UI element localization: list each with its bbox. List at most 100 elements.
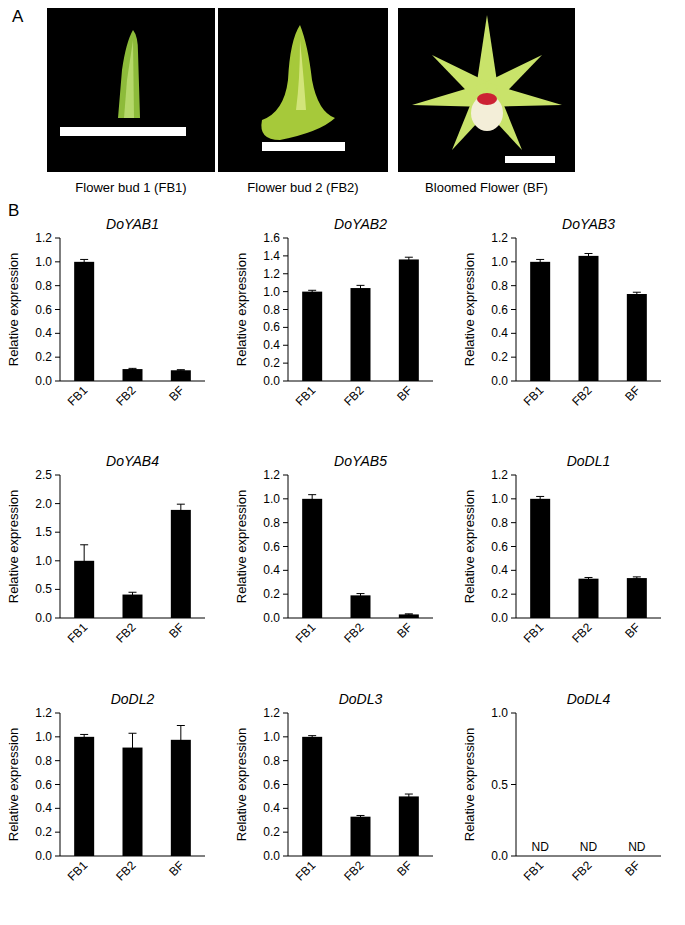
photo-caption: Flower bud 1 (FB1)	[75, 180, 186, 195]
y-tick	[511, 333, 516, 334]
error-bar	[177, 370, 185, 371]
y-tick	[55, 856, 60, 857]
y-tick	[55, 503, 60, 504]
y-tick-label: 1.0	[35, 255, 52, 269]
y-axis-label: Relative expression	[234, 490, 249, 603]
y-tick	[283, 238, 288, 239]
x-tick-label: FB2	[341, 858, 367, 884]
x-tick-label: BF	[166, 383, 187, 404]
x-tick-label: FB1	[293, 620, 319, 646]
error-bar	[308, 736, 316, 738]
y-tick-label: 0.6	[35, 778, 52, 792]
x-tick-label: FB1	[521, 383, 547, 409]
y-tick-label: 2.5	[35, 468, 52, 482]
error-bar	[536, 496, 544, 501]
x-tick-label: BF	[394, 383, 415, 404]
y-tick-label: 0.5	[491, 778, 508, 792]
y-tick	[283, 475, 288, 476]
chart-title: DoYAB4	[106, 453, 159, 469]
y-tick-label: 1.4	[263, 249, 280, 263]
y-tick	[511, 261, 516, 262]
panel-label: A	[12, 7, 24, 26]
y-tick	[55, 357, 60, 358]
error-bar	[633, 292, 641, 296]
y-tick-label: 0.0	[263, 849, 280, 863]
bar	[302, 737, 322, 856]
y-tick-label: 0.8	[35, 279, 52, 293]
x-tick-label: FB1	[65, 858, 91, 884]
flower-bud-highlight	[296, 40, 306, 110]
x-tick-label: BF	[622, 383, 643, 404]
marks	[74, 726, 191, 856]
y-tick-label: 0.2	[263, 825, 280, 839]
error-bar	[405, 614, 413, 615]
y-tick	[55, 333, 60, 334]
y-tick-label: 0.0	[263, 611, 280, 625]
photo-background	[398, 8, 575, 172]
y-tick-label: 0.0	[35, 374, 52, 388]
marks	[530, 253, 647, 381]
y-tick	[283, 784, 288, 785]
error-bar	[308, 495, 316, 503]
y-tick-label: 0.2	[491, 587, 508, 601]
error-bar	[308, 290, 316, 293]
error-bar	[80, 734, 88, 739]
chart: DoYAB5Relative expression0.00.20.40.60.8…	[234, 453, 433, 646]
x-tick-label: BF	[622, 620, 643, 641]
y-tick	[511, 618, 516, 619]
y-tick-label: 1.2	[263, 267, 280, 281]
y-tick-label: 0.6	[263, 320, 280, 334]
bar	[530, 262, 550, 381]
data-label: ND	[580, 840, 598, 854]
y-tick-label: 0.2	[491, 350, 508, 364]
y-tick	[511, 713, 516, 714]
y-tick-label: 0.0	[263, 374, 280, 388]
figure: ABFlower bud 1 (FB1)Flower bud 2 (FB2)Bl…	[0, 0, 685, 925]
y-tick	[55, 784, 60, 785]
y-tick-label: 0.8	[35, 754, 52, 768]
y-tick	[55, 560, 60, 561]
x-tick-label: BF	[622, 858, 643, 879]
y-tick	[55, 736, 60, 737]
bar	[579, 256, 599, 381]
photo-caption: Bloomed Flower (BF)	[425, 180, 548, 195]
y-tick	[511, 498, 516, 499]
y-tick	[55, 832, 60, 833]
chart-title: DoDL1	[567, 453, 611, 469]
scale-bar	[60, 127, 186, 136]
bar	[399, 614, 419, 618]
error-bar	[129, 733, 137, 762]
y-tick-label: 0.4	[35, 801, 52, 815]
scale-bar	[262, 142, 345, 151]
bar	[302, 292, 322, 381]
y-tick	[283, 546, 288, 547]
bar	[579, 579, 599, 618]
bar	[530, 499, 550, 618]
y-tick	[55, 618, 60, 619]
chart: DoYAB4Relative expression0.00.51.01.52.0…	[6, 453, 205, 646]
y-tick-label: 1.0	[35, 554, 52, 568]
y-tick-label: 0.0	[491, 374, 508, 388]
marks	[74, 504, 191, 618]
photo	[47, 8, 215, 172]
y-tick-label: 0.6	[263, 540, 280, 554]
y-tick-label: 0.2	[263, 587, 280, 601]
background	[0, 0, 685, 925]
y-tick	[55, 808, 60, 809]
y-tick	[511, 381, 516, 382]
error-bar	[80, 545, 88, 577]
y-tick	[283, 291, 288, 292]
error-bar	[405, 794, 413, 799]
marks	[302, 495, 419, 618]
y-tick	[283, 255, 288, 256]
y-tick-label: 0.8	[491, 279, 508, 293]
x-tick-label: FB1	[521, 620, 547, 646]
y-tick-label: 0.2	[263, 356, 280, 370]
y-tick-label: 2.0	[35, 497, 52, 511]
y-tick-label: 0.4	[491, 563, 508, 577]
bar	[171, 740, 191, 856]
y-tick-label: 1.0	[263, 285, 280, 299]
y-tick	[283, 760, 288, 761]
error-bar	[585, 577, 593, 579]
y-tick-label: 1.2	[491, 468, 508, 482]
